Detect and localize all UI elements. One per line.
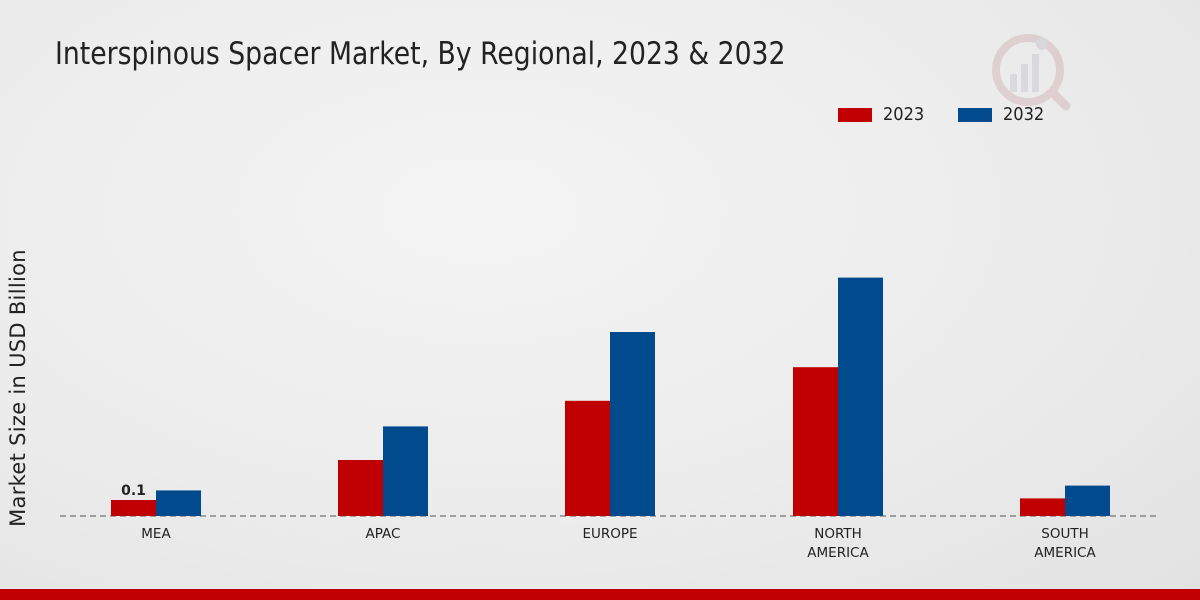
bar-2032-south-america <box>1065 485 1110 516</box>
legend-label-2023: 2023 <box>883 104 925 125</box>
legend-swatch-2023 <box>838 107 872 122</box>
bar-2023-apac <box>338 460 383 516</box>
legend-swatch-2032 <box>958 107 992 122</box>
bar-2032-europe <box>610 332 655 516</box>
x-tick-label: MEA <box>141 526 171 542</box>
x-tick-label: EUROPE <box>582 526 637 542</box>
watermark-logo-icon <box>992 34 1071 111</box>
bar-2023-south-america <box>1020 498 1065 516</box>
x-tick-label: NORTH AMERICA <box>807 526 869 561</box>
chart-title: Interspinous Spacer Market, By Regional,… <box>55 36 786 72</box>
legend-label-2032: 2032 <box>1003 104 1045 125</box>
bar-2032-apac <box>383 426 428 516</box>
x-tick-label: APAC <box>366 526 401 542</box>
bar-2032-north-america <box>838 277 883 516</box>
data-label: 0.1 <box>121 483 146 499</box>
legend-item-2023: 2023 <box>838 104 929 125</box>
bar-2023-north-america <box>793 367 838 516</box>
bar-2032-mea <box>156 490 201 516</box>
x-tick-label: SOUTH AMERICA <box>1034 526 1096 561</box>
bar-2023-mea <box>111 500 156 516</box>
footer-bar <box>0 589 1200 600</box>
bar-2023-europe <box>565 400 610 516</box>
legend-item-2032: 2032 <box>958 104 1049 125</box>
